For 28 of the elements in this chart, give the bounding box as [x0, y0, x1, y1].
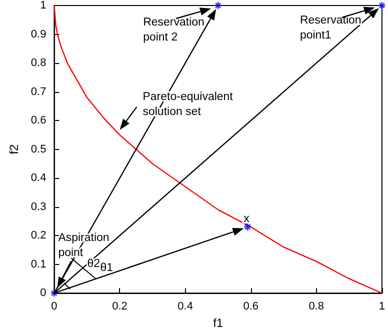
y-tick-label: 0.8 [30, 57, 46, 70]
y-tick-label: 0.4 [30, 172, 46, 184]
x-tick-label: 0.6 [243, 300, 258, 313]
y-tick-label: 0.2 [30, 230, 46, 242]
x-tick-label: 0.4 [178, 300, 193, 313]
x-tick-label: 0.8 [308, 300, 324, 313]
annotation: x [244, 212, 250, 225]
x-tick-label: 0.2 [112, 300, 128, 313]
y-tick-label: 0.1 [30, 258, 46, 270]
x-tick-label: 1 [378, 300, 386, 313]
y-tick-label: 0.6 [30, 114, 46, 127]
y-axis-title: f2 [7, 144, 21, 154]
y-tick-label: 0.3 [30, 200, 46, 213]
y-tick-label: 1 [40, 0, 46, 12]
x-tick-label: 0 [51, 300, 58, 313]
point [50, 288, 58, 298]
y-tick-label: 0.7 [30, 86, 46, 98]
x-axis-title: f1 [213, 316, 224, 330]
point [243, 222, 252, 232]
y-tick-label: 0 [40, 287, 46, 300]
point [378, 1, 386, 10]
y-tick-label: 0.5 [30, 143, 46, 156]
annotation: Reservation point1 [300, 14, 362, 42]
annotation: Reservation point 2 [143, 16, 204, 44]
point [214, 1, 222, 10]
annotation: θ2 [87, 258, 100, 270]
annotation: θ1 [100, 262, 113, 274]
y-tick-label: 0.9 [30, 28, 46, 40]
